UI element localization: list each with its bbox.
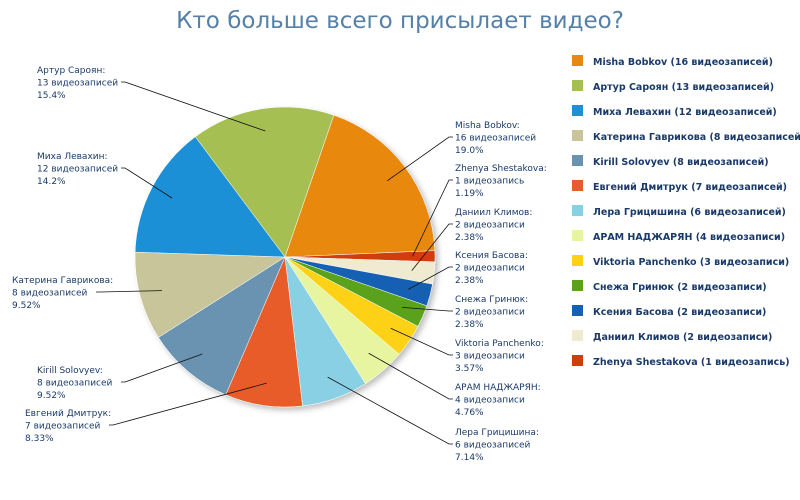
slice-label-count: 2 видеозаписи	[455, 221, 525, 231]
slice-label-percent: 2.38%	[455, 276, 484, 286]
leader-line	[411, 223, 453, 271]
slice-label-count: 4 видеозаписи	[455, 396, 525, 406]
legend-swatch	[572, 105, 583, 116]
pie-slice	[284, 114, 436, 258]
slice-label-count: 8 видеозаписей	[37, 379, 113, 389]
slice-label-percent: 2.38%	[455, 233, 484, 243]
legend-label: Артур Сароян (13 видеозаписей)	[593, 82, 774, 93]
legend-label: Viktoria Panchenko (3 видеозаписи)	[593, 257, 789, 268]
slice-label-count: 2 видеозаписи	[455, 308, 525, 318]
pie	[134, 106, 436, 408]
legend-label: Zhenya Shestakova (1 видеозапись)	[593, 357, 790, 368]
legend-swatch	[572, 55, 583, 66]
leader-line	[96, 290, 163, 293]
slice-label-count: 12 видеозаписей	[37, 165, 118, 175]
slice-label-name: Ксения Басова:	[455, 251, 528, 261]
leader-line	[412, 179, 453, 257]
slice-label-name: Misha Bobkov:	[455, 121, 520, 131]
slice-label-count: 1 видеозапись	[455, 177, 524, 187]
slice-label-percent: 3.57%	[455, 364, 484, 374]
slice-label-count: 2 видеозаписи	[455, 264, 525, 274]
leader-line	[402, 307, 453, 312]
chart-title: Кто больше всего присылает видео?	[176, 8, 624, 34]
legend-label: АРАМ НАДЖАРЯН (4 видеозаписи)	[593, 232, 785, 243]
legend-swatch	[572, 255, 583, 266]
leader-line	[390, 327, 453, 356]
legend-swatch	[572, 205, 583, 216]
leader-line	[109, 382, 267, 426]
slice-label-percent: 4.76%	[455, 408, 484, 418]
slice-label-name: Лера Грицишина:	[455, 428, 539, 438]
legend-swatch	[572, 80, 583, 91]
pie-slice	[194, 106, 335, 258]
slice-label-percent: 7.14%	[455, 453, 484, 463]
legend-label: Катерина Гаврикова (8 видеозаписей)	[593, 132, 800, 143]
leader-line	[121, 81, 266, 132]
legend-label: Евгений Дмитрук (7 видеозаписей)	[593, 182, 787, 193]
legend-label: Миха Левахин (12 видеозаписей)	[593, 107, 777, 118]
slice-label-count: 16 видеозаписей	[455, 134, 536, 144]
slice-label-count: 13 видеозаписей	[37, 79, 118, 89]
legend-swatch	[572, 305, 583, 316]
slice-label-count: 8 видеозаписей	[12, 289, 88, 299]
slice-label-count: 7 видеозаписей	[25, 422, 101, 432]
slice-label-name: Миха Левахин:	[37, 152, 108, 162]
slice-label-percent: 8.33%	[25, 434, 54, 444]
legend-swatch	[572, 155, 583, 166]
legend-label: Лера Грицишина (6 видеозаписей)	[593, 207, 786, 218]
slice-label-name: Zhenya Shestakova:	[455, 164, 547, 174]
slice-label-percent: 14.2%	[37, 177, 66, 187]
leader-line	[121, 167, 173, 199]
legend-swatch	[572, 355, 583, 366]
slice-label-name: Снежа Гринюк:	[455, 295, 528, 305]
slice-label-percent: 9.52%	[37, 391, 66, 401]
legend-swatch	[572, 330, 583, 341]
leader-line	[408, 266, 453, 290]
pie-slice	[134, 251, 286, 338]
legend-swatch	[572, 130, 583, 141]
legend-label: Ксения Басова (2 видеозаписи)	[593, 307, 766, 318]
pie-slice	[134, 136, 286, 258]
slice-label-percent: 19.0%	[455, 146, 484, 156]
slice-label-name: Артур Сароян:	[37, 66, 105, 76]
pie-slice	[158, 256, 286, 396]
slice-label-percent: 15.4%	[37, 91, 66, 101]
leader-line	[386, 136, 453, 182]
slice-label-name: Viktoria Panchenko:	[455, 339, 544, 349]
slice-label-percent: 2.38%	[455, 320, 484, 330]
legend-label: Kirill Solovyev (8 видеозаписей)	[593, 157, 769, 168]
slice-label-count: 6 видеозаписей	[455, 441, 531, 451]
slice-label-name: Kirill Solovyev:	[37, 366, 103, 376]
legend-swatch	[572, 230, 583, 241]
slice-label-name: Катерина Гаврикова:	[12, 276, 113, 286]
slice-label-name: АРАМ НАДЖАРЯН:	[455, 383, 541, 393]
slice-label-percent: 9.52%	[12, 301, 41, 311]
leader-line	[327, 376, 453, 445]
legend-swatch	[572, 280, 583, 291]
legend-label: Даниил Климов (2 видеозаписи)	[593, 332, 772, 343]
slice-label-name: Даниил Климов:	[455, 208, 532, 218]
slice-label-percent: 1.19%	[455, 189, 484, 199]
slice-label-name: Евгений Дмитрук:	[25, 409, 111, 419]
slice-label-count: 3 видеозаписи	[455, 352, 525, 362]
legend-label: Снежа Гринюк (2 видеозаписи)	[593, 282, 767, 293]
legend-swatch	[572, 180, 583, 191]
leader-line	[121, 353, 203, 383]
legend-label: Misha Bobkov (16 видеозаписей)	[593, 57, 773, 68]
leader-line	[368, 352, 453, 400]
